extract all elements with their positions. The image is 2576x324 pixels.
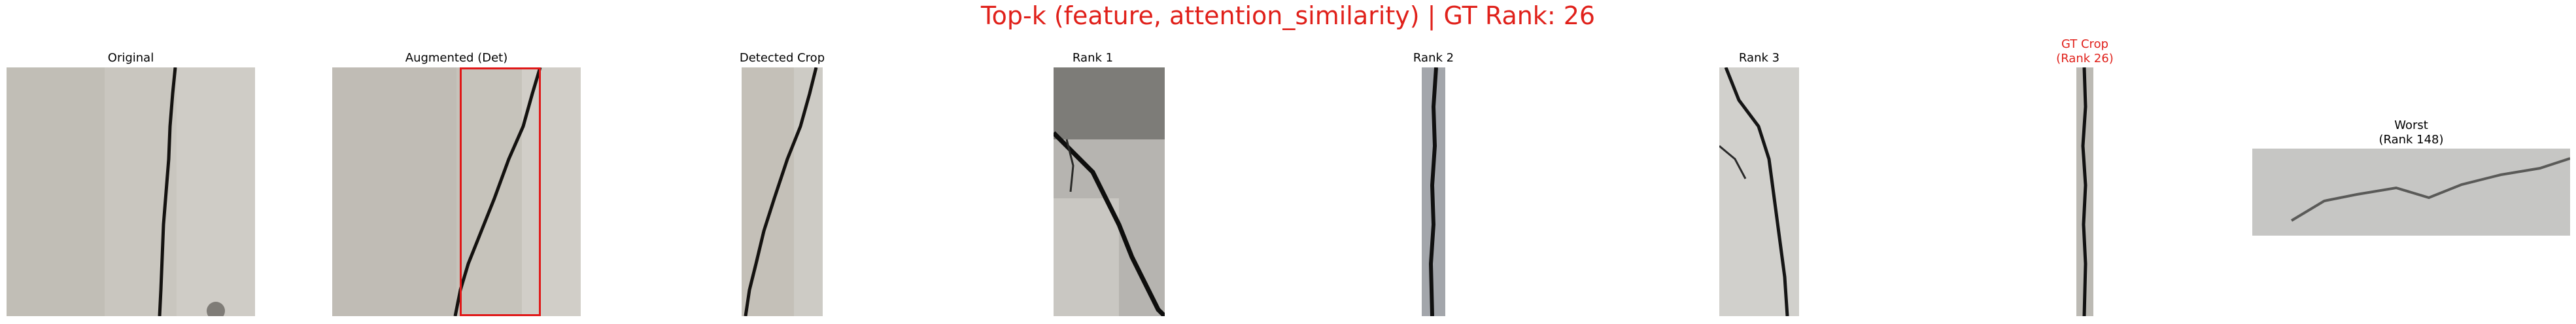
detection-bounding-box [460,67,541,316]
augmented-crack-image [332,67,581,316]
panel-title-rank-2: Rank 2 [1413,51,1454,65]
rank-2-image [1422,67,1445,316]
rank-3-image [1719,67,1799,316]
original-crack-image [7,67,255,316]
rank-1-image [1054,67,1165,316]
panel-title-rank-3: Rank 3 [1738,51,1780,65]
panel-title-detected-crop: Detected Crop [739,51,825,65]
gt-crop-image [2076,67,2093,316]
panel-title-rank-1: Rank 1 [1072,51,1114,65]
panel-title-original: Original [107,51,154,65]
detected-crop-image [742,67,823,316]
figure-title: Top-k (feature, attention_similarity) | … [980,1,1596,30]
worst-image [2252,149,2570,236]
panel-title-augmented: Augmented (Det) [405,51,508,65]
panel-title-worst: Worst (Rank 148) [2379,118,2444,147]
panel-title-gt-crop: GT Crop (Rank 26) [2056,37,2114,65]
